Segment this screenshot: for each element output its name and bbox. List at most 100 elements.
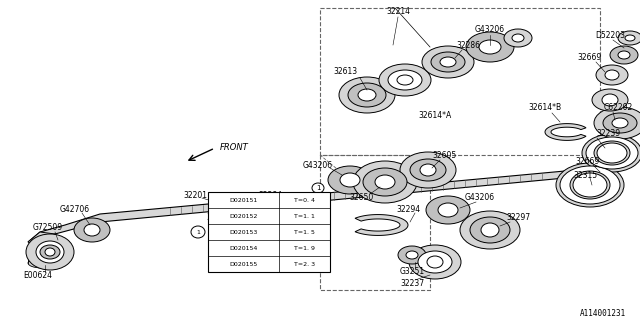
Text: G3251: G3251 bbox=[399, 268, 424, 276]
Ellipse shape bbox=[602, 94, 618, 106]
Text: 1: 1 bbox=[196, 229, 200, 235]
Text: D52203: D52203 bbox=[595, 30, 625, 39]
Ellipse shape bbox=[423, 253, 447, 271]
Ellipse shape bbox=[573, 173, 607, 197]
Ellipse shape bbox=[354, 86, 380, 104]
Text: D020155: D020155 bbox=[229, 261, 257, 267]
Ellipse shape bbox=[410, 159, 446, 181]
Ellipse shape bbox=[26, 234, 74, 270]
Ellipse shape bbox=[252, 198, 304, 232]
Text: 32294: 32294 bbox=[396, 205, 420, 214]
Ellipse shape bbox=[84, 224, 100, 236]
Text: G42706: G42706 bbox=[60, 205, 90, 214]
Ellipse shape bbox=[603, 113, 637, 133]
Text: 32214: 32214 bbox=[386, 7, 410, 17]
Text: T=1. 9: T=1. 9 bbox=[294, 245, 315, 251]
Ellipse shape bbox=[592, 89, 628, 111]
Text: D020152: D020152 bbox=[229, 213, 257, 219]
Ellipse shape bbox=[420, 164, 436, 176]
Polygon shape bbox=[545, 124, 586, 140]
Ellipse shape bbox=[440, 57, 456, 67]
Ellipse shape bbox=[252, 228, 304, 242]
Ellipse shape bbox=[479, 40, 501, 54]
Ellipse shape bbox=[270, 209, 286, 221]
Text: FRONT: FRONT bbox=[220, 143, 249, 153]
Text: 32237: 32237 bbox=[400, 278, 424, 287]
Ellipse shape bbox=[309, 198, 315, 202]
Ellipse shape bbox=[406, 251, 418, 259]
Ellipse shape bbox=[597, 143, 627, 163]
Ellipse shape bbox=[504, 29, 532, 47]
Ellipse shape bbox=[40, 245, 60, 259]
Polygon shape bbox=[355, 214, 408, 236]
Ellipse shape bbox=[481, 223, 499, 237]
Text: 32605: 32605 bbox=[433, 150, 457, 159]
Text: 1: 1 bbox=[316, 185, 320, 191]
Text: 32614*B: 32614*B bbox=[529, 103, 561, 113]
Ellipse shape bbox=[436, 54, 460, 70]
Text: C62202: C62202 bbox=[604, 103, 632, 113]
Text: G43206: G43206 bbox=[303, 161, 333, 170]
Ellipse shape bbox=[28, 258, 56, 268]
Text: T=2. 3: T=2. 3 bbox=[294, 261, 315, 267]
Text: 32284: 32284 bbox=[258, 190, 282, 199]
Ellipse shape bbox=[328, 166, 372, 194]
Text: D020154: D020154 bbox=[229, 245, 257, 251]
Ellipse shape bbox=[370, 171, 400, 193]
Ellipse shape bbox=[431, 52, 465, 72]
Text: 32315: 32315 bbox=[573, 171, 597, 180]
Ellipse shape bbox=[348, 83, 386, 107]
Ellipse shape bbox=[358, 89, 376, 101]
Polygon shape bbox=[28, 232, 55, 248]
Ellipse shape bbox=[375, 175, 395, 189]
Ellipse shape bbox=[260, 203, 296, 227]
Ellipse shape bbox=[363, 168, 407, 196]
Bar bbox=[208, 192, 330, 272]
Ellipse shape bbox=[312, 183, 324, 193]
Ellipse shape bbox=[582, 134, 640, 172]
FancyBboxPatch shape bbox=[28, 252, 56, 260]
Ellipse shape bbox=[339, 77, 395, 113]
Text: E00624: E00624 bbox=[24, 270, 52, 279]
Text: G43206: G43206 bbox=[465, 194, 495, 203]
Text: 32297: 32297 bbox=[506, 213, 530, 222]
Ellipse shape bbox=[625, 35, 635, 41]
Ellipse shape bbox=[340, 173, 360, 187]
Ellipse shape bbox=[398, 246, 426, 264]
Ellipse shape bbox=[415, 161, 441, 179]
Ellipse shape bbox=[241, 217, 255, 227]
Ellipse shape bbox=[596, 65, 628, 85]
Text: D020151: D020151 bbox=[229, 197, 257, 203]
Text: 32267: 32267 bbox=[206, 213, 230, 222]
Text: D020153: D020153 bbox=[229, 229, 257, 235]
Ellipse shape bbox=[466, 32, 514, 62]
Ellipse shape bbox=[560, 166, 620, 204]
Ellipse shape bbox=[353, 161, 417, 203]
Ellipse shape bbox=[45, 248, 55, 256]
Text: G43206: G43206 bbox=[475, 26, 505, 35]
Ellipse shape bbox=[409, 245, 461, 279]
Ellipse shape bbox=[232, 212, 264, 232]
Ellipse shape bbox=[28, 248, 56, 258]
Ellipse shape bbox=[460, 211, 520, 249]
Text: 32614*A: 32614*A bbox=[419, 110, 452, 119]
Text: 32239: 32239 bbox=[596, 129, 620, 138]
Ellipse shape bbox=[618, 51, 630, 59]
Ellipse shape bbox=[476, 220, 504, 240]
Ellipse shape bbox=[426, 196, 470, 224]
Text: 32286: 32286 bbox=[456, 41, 480, 50]
Ellipse shape bbox=[36, 241, 64, 263]
Ellipse shape bbox=[470, 217, 510, 243]
Polygon shape bbox=[28, 171, 565, 242]
Ellipse shape bbox=[397, 75, 413, 85]
Ellipse shape bbox=[605, 70, 619, 80]
Ellipse shape bbox=[618, 31, 640, 45]
Text: T=0. 4: T=0. 4 bbox=[294, 197, 315, 203]
Text: 32271: 32271 bbox=[243, 236, 267, 244]
Text: G72509: G72509 bbox=[33, 223, 63, 233]
Text: 32669: 32669 bbox=[576, 157, 600, 166]
Ellipse shape bbox=[586, 137, 638, 169]
Ellipse shape bbox=[74, 218, 110, 242]
Ellipse shape bbox=[594, 107, 640, 139]
Ellipse shape bbox=[610, 46, 638, 64]
